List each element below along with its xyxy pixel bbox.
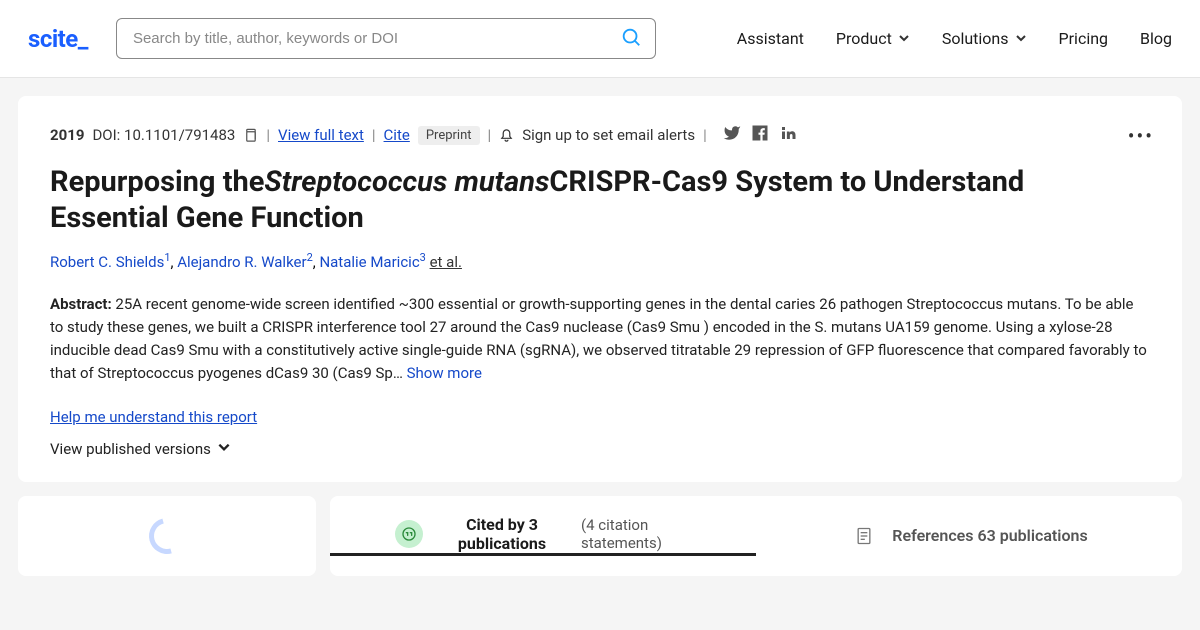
nav-assistant[interactable]: Assistant bbox=[737, 29, 804, 48]
title-italic: Streptococcus mutans bbox=[264, 165, 549, 199]
spinner-icon bbox=[142, 511, 191, 560]
more-options-icon[interactable]: ••• bbox=[1128, 124, 1154, 148]
facebook-icon[interactable] bbox=[751, 124, 769, 146]
social-icons bbox=[723, 124, 797, 146]
author-link[interactable]: Robert C. Shields bbox=[50, 253, 164, 271]
affiliation-sup: 1 bbox=[164, 251, 170, 264]
versions-label: View published versions bbox=[50, 440, 211, 458]
nav-pricing[interactable]: Pricing bbox=[1059, 29, 1109, 48]
separator: | bbox=[488, 126, 492, 144]
bell-icon[interactable] bbox=[499, 128, 514, 143]
chevron-down-icon bbox=[217, 440, 231, 458]
citations-tabs: Cited by 3 publications (4 citation stat… bbox=[330, 496, 1182, 576]
loading-card bbox=[18, 496, 316, 576]
copy-icon[interactable] bbox=[243, 128, 258, 143]
title-pre: Repurposing the bbox=[50, 165, 264, 199]
authors: Robert C. Shields1, Alejandro R. Walker2… bbox=[50, 251, 1150, 271]
document-icon bbox=[850, 522, 878, 550]
year: 2019 bbox=[50, 126, 84, 144]
nav-blog[interactable]: Blog bbox=[1140, 29, 1172, 48]
alerts-text[interactable]: Sign up to set email alerts bbox=[522, 126, 695, 144]
paper-card: ••• 2019 DOI: 10.1101/791483 | View full… bbox=[18, 96, 1182, 482]
nav-product[interactable]: Product bbox=[836, 29, 910, 48]
nav-solutions[interactable]: Solutions bbox=[942, 29, 1027, 48]
meta-row: 2019 DOI: 10.1101/791483 | View full tex… bbox=[50, 124, 1150, 146]
logo[interactable]: scite_ bbox=[28, 25, 88, 53]
doi-label: DOI: 10.1101/791483 bbox=[92, 126, 235, 144]
search-box bbox=[116, 18, 656, 59]
search-input[interactable] bbox=[116, 18, 656, 59]
paper-title: Repurposing theStreptococcus mutansCRISP… bbox=[50, 164, 1150, 237]
author-link[interactable]: Alejandro R. Walker bbox=[177, 253, 306, 271]
cited-by-label: Cited by 3 publications bbox=[437, 515, 567, 553]
separator: | bbox=[703, 126, 707, 144]
cited-by-sub: (4 citation statements) bbox=[581, 516, 691, 552]
main-nav: Assistant Product Solutions Pricing Blog bbox=[737, 29, 1172, 48]
linkedin-icon[interactable] bbox=[779, 124, 797, 146]
cite-link[interactable]: Cite bbox=[384, 126, 410, 144]
view-full-text-link[interactable]: View full text bbox=[278, 126, 364, 144]
preprint-badge: Preprint bbox=[418, 126, 480, 145]
top-header: scite_ Assistant Product Solutions Prici… bbox=[0, 0, 1200, 78]
show-more-link[interactable]: Show more bbox=[407, 364, 482, 382]
abstract-label: Abstract: bbox=[50, 295, 112, 313]
search-icon[interactable] bbox=[620, 26, 642, 52]
etal-link[interactable]: et al. bbox=[430, 253, 462, 271]
separator: | bbox=[266, 126, 270, 144]
author-link[interactable]: Natalie Maricic bbox=[319, 253, 419, 271]
separator: | bbox=[372, 126, 376, 144]
view-versions-toggle[interactable]: View published versions bbox=[50, 440, 1150, 458]
quote-icon bbox=[395, 520, 423, 548]
abstract: Abstract: 25A recent genome-wide screen … bbox=[50, 293, 1150, 386]
twitter-icon[interactable] bbox=[723, 124, 741, 146]
nav-product-label: Product bbox=[836, 29, 892, 48]
affiliation-sup: 3 bbox=[420, 251, 426, 264]
help-understand-link[interactable]: Help me understand this report bbox=[50, 408, 257, 426]
references-label: References 63 publications bbox=[892, 526, 1087, 545]
nav-solutions-label: Solutions bbox=[942, 29, 1009, 48]
chevron-down-icon bbox=[1015, 29, 1027, 48]
affiliation-sup: 2 bbox=[307, 251, 313, 264]
abstract-text: 25A recent genome-wide screen identified… bbox=[50, 295, 1147, 383]
tab-cited-by[interactable]: Cited by 3 publications (4 citation stat… bbox=[330, 515, 756, 556]
bottom-row: Cited by 3 publications (4 citation stat… bbox=[18, 496, 1182, 576]
chevron-down-icon bbox=[898, 29, 910, 48]
tab-references[interactable]: References 63 publications bbox=[756, 522, 1182, 550]
